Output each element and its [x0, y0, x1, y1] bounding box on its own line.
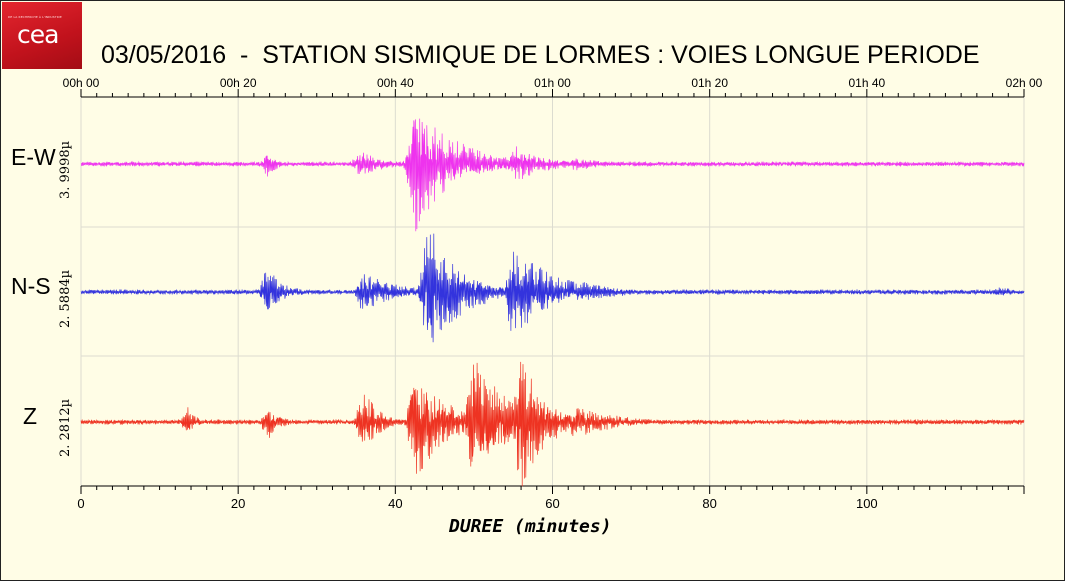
- channel-label-ew: E-W: [11, 144, 56, 170]
- top-tick-label: 00h 20: [220, 76, 257, 90]
- logo-text: cea: [17, 20, 59, 49]
- trace-line: [80, 361, 1025, 487]
- x-tick-label: 40: [388, 496, 402, 511]
- x-tick-label: 100: [856, 496, 878, 511]
- x-axis: 0 20 40 60 80 100: [77, 485, 1025, 511]
- trace-ns: [80, 233, 1025, 343]
- x-tick-label: 80: [702, 496, 716, 511]
- channel-label-z: Z: [23, 403, 38, 429]
- trace-ew: [80, 118, 1025, 232]
- top-tick-label: 02h 00: [1006, 76, 1043, 90]
- x-tick-label: 0: [77, 496, 84, 511]
- top-tick-label: 01h 00: [534, 76, 571, 90]
- chart-title: 03/05/2016 - STATION SISMIQUE DE LORMES …: [101, 41, 980, 69]
- channel-label-ns: N-S: [11, 273, 51, 299]
- x-tick-label: 20: [231, 496, 245, 511]
- top-tick-label: 01h 40: [848, 76, 885, 90]
- trace-z: [80, 361, 1025, 487]
- top-tick-label: 00h 00: [63, 76, 100, 90]
- top-time-axis: 00h 00 00h 20 00h 40 01h 00 01h 20 01h 40 02h …: [63, 76, 1043, 98]
- x-tick-label: 60: [545, 496, 559, 511]
- trace-line: [80, 233, 1025, 343]
- cea-logo: DE LA RECHERCHE À L'INDUSTRIE cea: [2, 2, 82, 69]
- trace-line: [80, 118, 1025, 232]
- top-tick-label: 01h 20: [691, 76, 728, 90]
- x-axis-title: DUREE (minutes): [449, 516, 612, 537]
- top-tick-label: 00h 40: [377, 76, 414, 90]
- logo-tagline: DE LA RECHERCHE À L'INDUSTRIE: [8, 15, 62, 19]
